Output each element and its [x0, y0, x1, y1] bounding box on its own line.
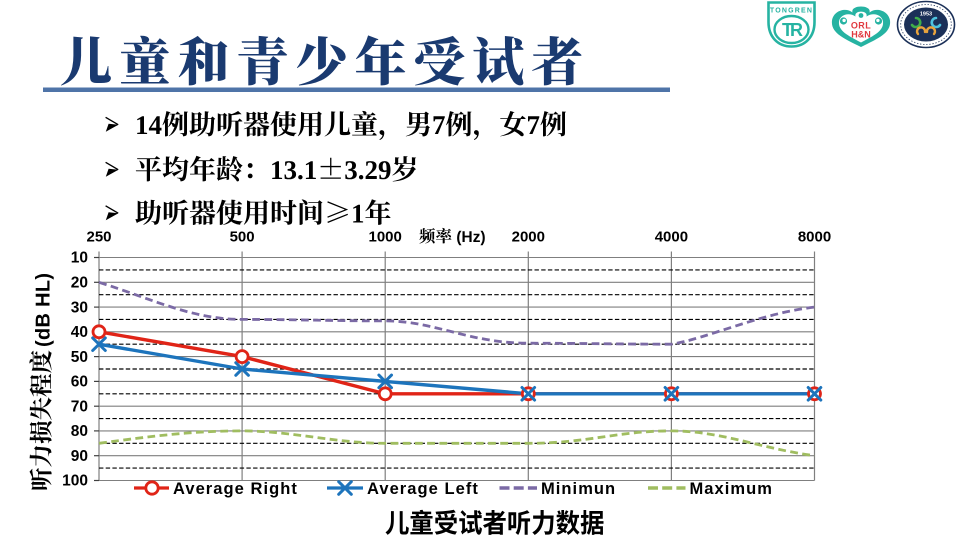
svg-text:20: 20 — [71, 275, 88, 292]
svg-text:Minimun: Minimun — [541, 480, 616, 498]
svg-text:250: 250 — [86, 229, 111, 246]
svg-text:4000: 4000 — [655, 229, 688, 246]
svg-text:Average Right: Average Right — [173, 480, 298, 498]
svg-text:ORL: ORL — [851, 21, 871, 31]
svg-text:TR: TR — [782, 20, 803, 40]
svg-text:10: 10 — [71, 250, 88, 267]
svg-text:TONGREN: TONGREN — [770, 8, 813, 15]
svg-text:30: 30 — [71, 299, 88, 316]
svg-text:90: 90 — [71, 448, 88, 465]
svg-text:Maximum: Maximum — [690, 480, 773, 498]
svg-text:1000: 1000 — [369, 229, 402, 246]
svg-text:60: 60 — [71, 374, 88, 391]
svg-text:40: 40 — [71, 324, 88, 341]
svg-text:100: 100 — [62, 473, 88, 490]
svg-text:Average Left: Average Left — [367, 480, 479, 498]
svg-text:50: 50 — [71, 349, 88, 366]
svg-text:2000: 2000 — [512, 229, 545, 246]
svg-text:H&N: H&N — [851, 30, 871, 40]
svg-text:8000: 8000 — [798, 229, 831, 246]
svg-text:1953: 1953 — [920, 12, 932, 18]
svg-text:80: 80 — [71, 423, 88, 440]
svg-text:500: 500 — [230, 229, 255, 246]
svg-text:70: 70 — [71, 398, 88, 415]
